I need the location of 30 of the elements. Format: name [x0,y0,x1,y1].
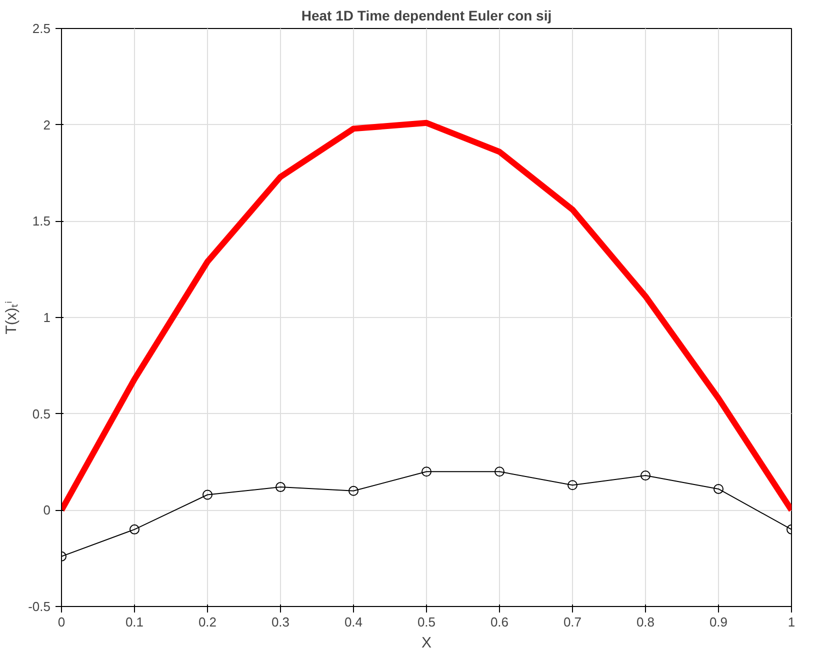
point [640,470,650,480]
point [422,466,432,477]
x-tick-label: 0.4 [344,614,363,630]
y-tick-label: 1.5 [32,214,51,229]
x-tick-label: 0.5 [417,614,436,630]
y-tick-label: 0 [43,502,51,518]
chart-title: Heat 1D Time dependent Euler con sij [301,8,552,24]
y-tick-label: 0.5 [32,406,51,422]
x-tick-label: 0 [58,614,66,630]
x-axis-title: X [422,634,432,652]
x-tick-label: 0.9 [709,614,728,630]
point [202,490,212,500]
x-tick-label: 0.6 [490,614,509,630]
point [568,480,578,490]
point [130,524,140,534]
y-tick-label: 2 [43,117,51,132]
y-tick-label: -0.5 [28,599,51,614]
x-tick-label: 1 [788,614,796,630]
x-tick-label: 0.8 [636,614,655,630]
y-tick-label: 1 [43,310,51,325]
x-tick-label: 0.7 [563,614,582,630]
y-tick-label: 2.5 [32,21,51,36]
point [494,466,504,477]
point [276,482,286,492]
point [714,484,724,494]
x-tick-label: 0.2 [198,614,217,630]
point [348,486,358,496]
x-tick-label: 0.3 [271,614,290,630]
x-tick-label: 0.1 [125,614,144,630]
y-axis-title: T(x)ₜⁱ [3,300,20,334]
